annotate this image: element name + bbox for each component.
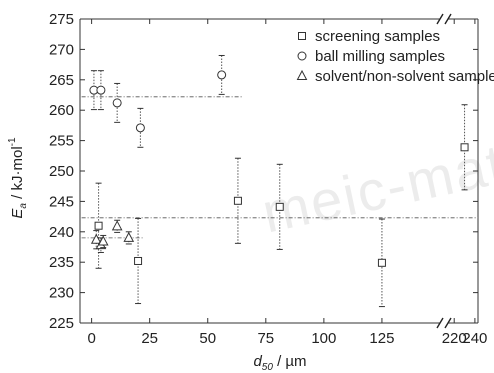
triangle-point: [111, 220, 123, 231]
x-axis-label: d50 / µm: [253, 353, 306, 373]
y-tick-label: 275: [49, 11, 74, 28]
x-label-base: d: [253, 353, 262, 370]
triangle-point: [123, 231, 135, 242]
circle-point: [112, 98, 122, 108]
y-tick-label: 245: [49, 193, 74, 210]
y-label-sub: a: [18, 203, 29, 209]
x-label-sub: 50: [262, 362, 274, 373]
square-point: [94, 221, 103, 230]
x-tick-label: 0: [87, 330, 95, 347]
y-label-sup: -1: [7, 137, 18, 146]
axis-break-mark: [444, 13, 452, 25]
y-tick-label: 265: [49, 72, 74, 89]
legend-label: solvent/non-solvent samples: [315, 68, 494, 85]
legend-label: ball milling samples: [315, 48, 445, 65]
axis-break-mark: [444, 317, 452, 329]
legend-marker-circle: [297, 51, 307, 61]
y-tick-label: 230: [49, 285, 74, 302]
circle-point: [96, 85, 106, 95]
y-tick-label: 240: [49, 224, 74, 241]
square-point: [134, 256, 143, 265]
square-point: [275, 202, 284, 211]
legend-marker-triangle: [296, 69, 308, 80]
square-point: [460, 143, 469, 152]
mean-lines: [81, 96, 478, 239]
axis-break-mark: [436, 317, 444, 329]
legend-label: screening samples: [315, 28, 440, 45]
x-tick-label: 240: [462, 330, 487, 347]
y-tick-label: 270: [49, 41, 74, 58]
legend-marker-square: [298, 32, 306, 40]
legend: screening samples ball milling samples sol…: [296, 28, 494, 85]
y-label-rest: / kJ·mol: [9, 146, 26, 203]
x-tick-label: 50: [199, 330, 216, 347]
axis-break-mark: [436, 13, 444, 25]
circle-point: [135, 123, 145, 133]
y-tick-label: 250: [49, 163, 74, 180]
x-tick-label: 125: [369, 330, 394, 347]
circle-point: [217, 70, 227, 80]
x-tick-label: 25: [141, 330, 158, 347]
x-label-rest: / µm: [273, 353, 307, 370]
square-point: [377, 258, 386, 267]
triangle-point: [97, 235, 109, 246]
y-tick-label: 255: [49, 133, 74, 150]
square-point: [233, 196, 242, 205]
x-tick-label: 100: [311, 330, 336, 347]
y-label-base: E: [9, 208, 26, 219]
y-axis-label: Ea / kJ·mol-1: [7, 137, 29, 219]
y-axis: 225 230 235 240 245 250 255 260 265 270 275: [49, 11, 478, 332]
y-tick-label: 225: [49, 315, 74, 332]
triangle-point: [90, 233, 102, 244]
x-tick-label: 75: [257, 330, 274, 347]
y-tick-label: 235: [49, 254, 74, 271]
y-tick-label: 260: [49, 102, 74, 119]
x-tick-label: 220: [442, 330, 467, 347]
data-marks: [89, 54, 469, 308]
